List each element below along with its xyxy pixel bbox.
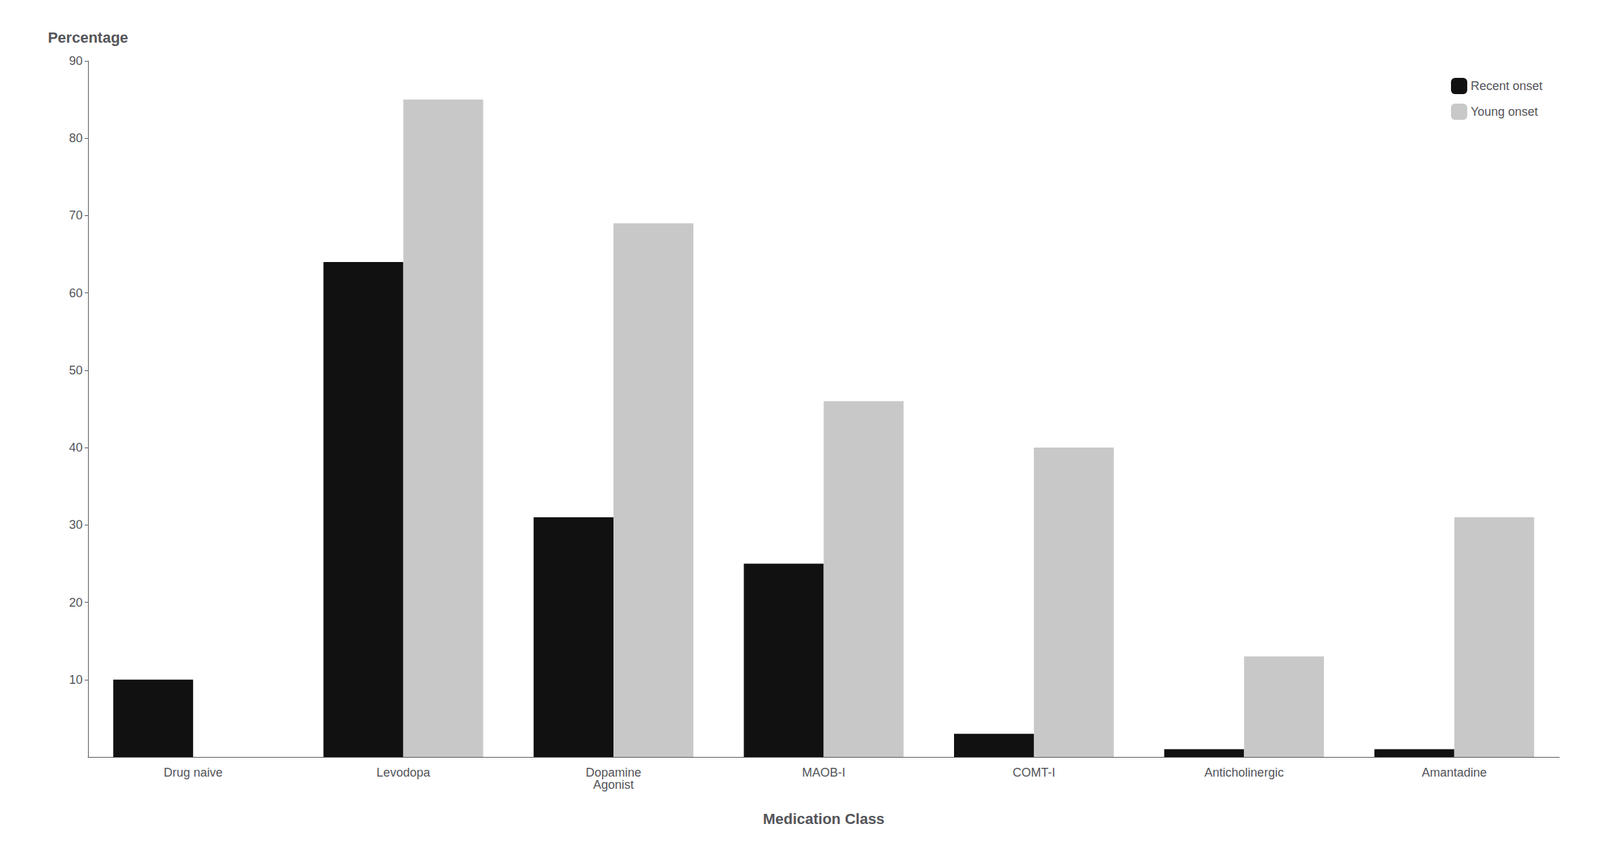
svg-text:40: 40 — [69, 440, 83, 455]
svg-text:20: 20 — [69, 595, 83, 610]
svg-text:Levodopa: Levodopa — [376, 765, 431, 780]
svg-text:Recent onset: Recent onset — [1470, 79, 1543, 93]
svg-text:50: 50 — [69, 363, 83, 378]
svg-text:80: 80 — [69, 131, 83, 145]
svg-text:60: 60 — [69, 286, 83, 300]
svg-text:Drug naive: Drug naive — [163, 765, 223, 780]
svg-text:70: 70 — [69, 208, 83, 223]
svg-text:MAOB-I: MAOB-I — [801, 765, 846, 780]
svg-text:Dopamine: Dopamine — [585, 765, 642, 780]
svg-text:30: 30 — [69, 517, 83, 532]
svg-text:Anticholinergic: Anticholinergic — [1204, 765, 1284, 780]
svg-text:90: 90 — [69, 54, 83, 68]
svg-text:10: 10 — [69, 673, 83, 687]
svg-text:Medication Class: Medication Class — [763, 810, 885, 828]
svg-text:Agonist: Agonist — [593, 777, 634, 792]
svg-text:Young onset: Young onset — [1470, 104, 1538, 119]
svg-text:Percentage: Percentage — [48, 29, 129, 47]
svg-text:Amantadine: Amantadine — [1421, 765, 1487, 780]
svg-text:COMT-I: COMT-I — [1012, 765, 1055, 780]
